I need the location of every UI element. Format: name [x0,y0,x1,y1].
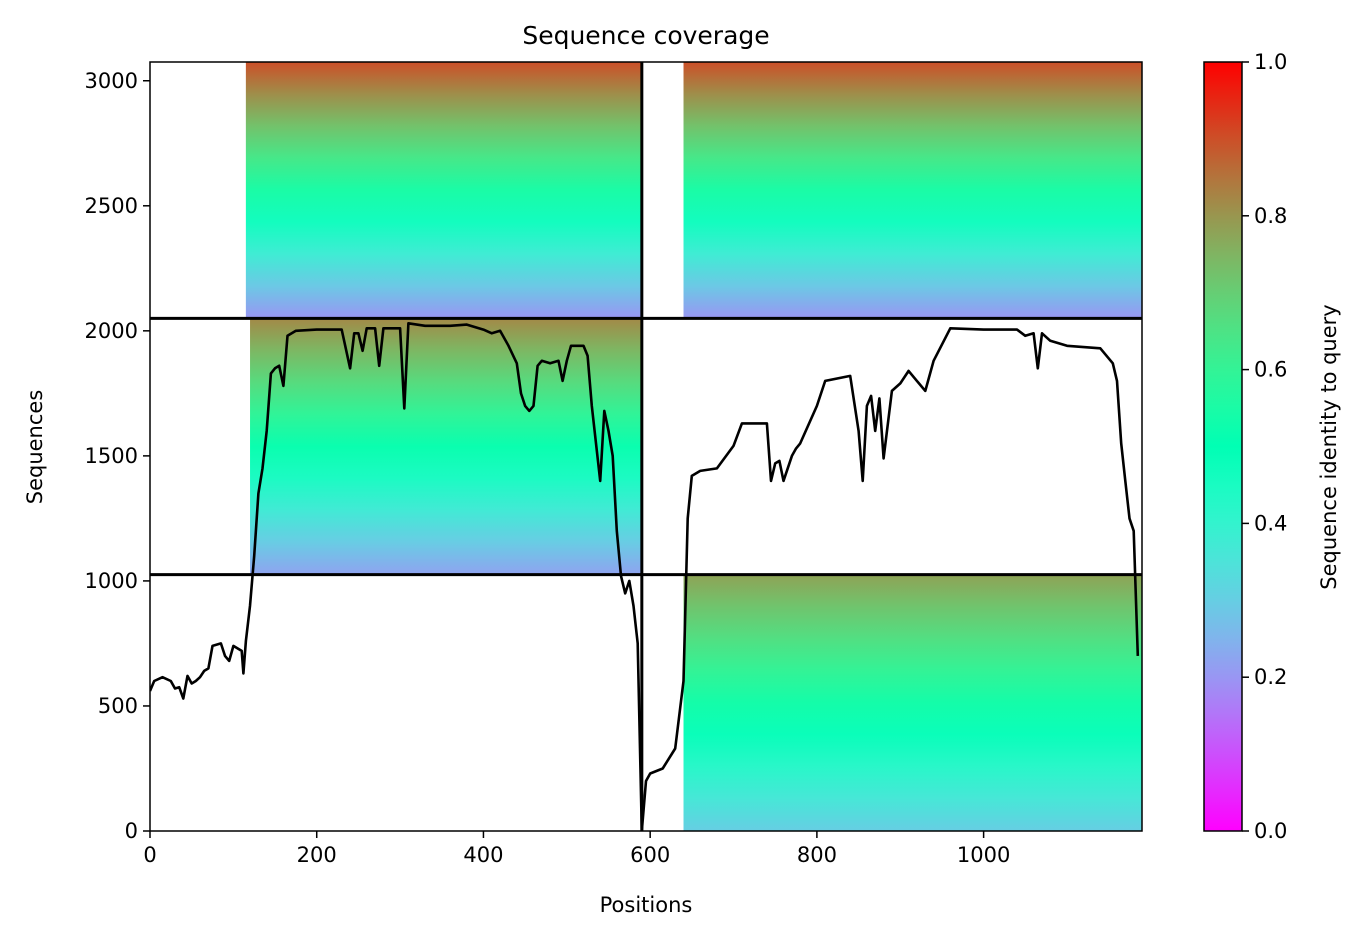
x-tick-label: 0 [143,843,156,867]
y-tick-label: 2500 [85,194,138,218]
heatmap-blocks [245,62,1142,831]
heatmap-block-bottom-right [683,574,1142,831]
heatmap-block-top-left [245,62,642,319]
x-axis: 0 200 400 600 800 1000 [143,831,1010,867]
y-tick-label: 1000 [85,569,138,593]
heatmap-block-middle-left [250,318,642,575]
plot-frame [149,61,1143,832]
heatmap-block-top-right [683,62,1142,319]
colorbar-tick-label: 0.6 [1254,358,1287,382]
block-dividers [150,62,1142,831]
colorbar: 0.0 0.2 0.4 0.6 0.8 1.0 [1203,50,1287,843]
colorbar-label: Sequence identity to query [1317,304,1341,589]
x-tick-label: 800 [797,843,837,867]
coverage-line [150,321,1140,831]
x-tick-label: 600 [630,843,670,867]
colorbar-tick-label: 0.4 [1254,511,1287,535]
y-axis-label: Sequences [23,390,47,505]
x-axis-label: Positions [600,893,693,917]
y-tick-label: 1500 [85,444,138,468]
y-tick-label: 500 [98,694,138,718]
y-tick-label: 0 [125,819,138,843]
colorbar-tick-label: 0.2 [1254,665,1287,689]
x-tick-label: 200 [297,843,337,867]
colorbar-gradient [1203,61,1243,832]
colorbar-tick-label: 0.0 [1254,819,1287,843]
chart-title: Sequence coverage [522,21,769,50]
y-tick-label: 3000 [85,69,138,93]
colorbar-tick-label: 0.8 [1254,204,1287,228]
coverage-line-layer [150,321,1140,831]
y-axis: 0 500 1000 1500 2000 2500 3000 [85,69,150,843]
y-tick-label: 2000 [85,319,138,343]
x-tick-label: 400 [463,843,503,867]
x-tick-label: 1000 [957,843,1010,867]
colorbar-tick-label: 1.0 [1254,50,1287,74]
